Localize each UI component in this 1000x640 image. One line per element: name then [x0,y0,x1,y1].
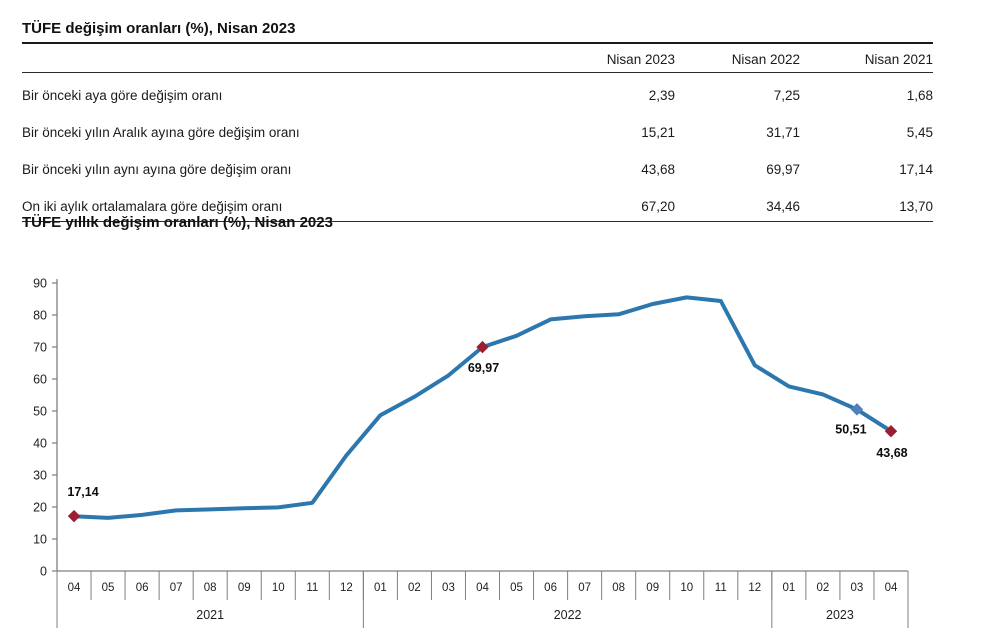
summary-table-header-row: Nisan 2023 Nisan 2022 Nisan 2021 [22,46,933,73]
data-point-marker [884,425,898,438]
month-label: 10 [680,582,693,594]
month-label: 07 [578,582,591,594]
summary-table-title: TÜFE değişim oranları (%), Nisan 2023 [22,20,933,44]
cell-value: 31,71 [766,125,800,140]
year-label: 2022 [554,608,582,622]
data-point-marker [850,403,864,416]
year-label: 2021 [196,608,224,622]
month-label: 01 [782,582,795,594]
month-label: 02 [408,582,421,594]
month-label: 03 [442,582,455,594]
column-header-empty [22,46,560,73]
y-tick-label: 70 [33,341,47,355]
cell-value: 5,45 [906,125,933,140]
month-label: 04 [68,582,81,594]
row-label: Bir önceki yılın aynı ayına göre değişim… [22,162,292,177]
cell-value: 69,97 [766,162,800,177]
month-label: 06 [136,582,149,594]
cell-value: 1,68 [906,88,933,103]
cell-value: 13,70 [800,184,933,222]
cell-value: 7,25 [773,88,800,103]
month-label: 05 [510,582,523,594]
y-tick-label: 20 [33,501,47,515]
y-tick-label: 80 [33,309,47,323]
month-label: 12 [340,582,353,594]
month-label: 12 [748,582,761,594]
month-label: 09 [238,582,251,594]
cell-value: 67,20 [560,184,675,222]
cell-value: 43,68 [641,162,675,177]
year-label: 2023 [826,608,854,622]
y-tick-label: 40 [33,437,47,451]
month-label: 02 [817,582,830,594]
cell-value: 2,39 [648,88,675,103]
month-label: 11 [715,582,727,594]
tufe-series-line [72,295,893,520]
y-tick-label: 30 [33,469,47,483]
cell-value: 15,21 [641,125,675,140]
y-tick-label: 0 [40,565,47,579]
column-header-nisan-2021: Nisan 2021 [800,46,933,73]
summary-table: Nisan 2023 Nisan 2022 Nisan 2021 Bir önc… [22,46,933,222]
cell-value: 17,14 [899,162,933,177]
month-label: 11 [306,582,318,594]
month-label: 06 [544,582,557,594]
chart-title: TÜFE yıllık değişim oranları (%), Nisan … [22,214,333,231]
y-tick-label: 10 [33,533,47,547]
y-tick-label: 60 [33,373,47,387]
month-label: 07 [170,582,183,594]
month-label: 05 [102,582,115,594]
y-tick-label: 90 [33,277,47,291]
table-row-twelve-month-avg: On iki aylık ortalamalara göre değişim o… [22,184,933,222]
data-point-label: 69,97 [468,361,499,375]
month-label: 08 [204,582,217,594]
row-label: On iki aylık ortalamalara göre değişim o… [22,184,560,222]
table-row-year-over-year: Bir önceki yılın aynı ayına göre değişim… [22,147,933,184]
row-label: Bir önceki aya göre değişim oranı [22,88,223,103]
column-header-nisan-2023: Nisan 2023 [560,46,675,73]
row-label: Bir önceki yılın Aralık ayına göre değiş… [22,125,300,140]
table-row-since-december: Bir önceki yılın Aralık ayına göre değiş… [22,110,933,147]
column-header-nisan-2022: Nisan 2022 [675,46,800,73]
data-point-marker [476,340,489,354]
data-point-label: 17,14 [67,485,98,499]
cell-value: 34,46 [675,184,800,222]
data-point-marker [67,509,81,523]
data-point-label: 43,68 [876,446,907,460]
month-label: 10 [272,582,285,594]
y-tick-label: 50 [33,405,47,419]
month-label: 04 [885,582,898,594]
table-row-monthly-change: Bir önceki aya göre değişim oranı 2,39 7… [22,73,933,111]
data-point-label: 50,51 [835,422,866,436]
month-label: 03 [851,582,864,594]
month-label: 04 [476,582,489,594]
month-label: 09 [646,582,659,594]
month-label: 01 [374,582,387,594]
month-label: 08 [612,582,625,594]
